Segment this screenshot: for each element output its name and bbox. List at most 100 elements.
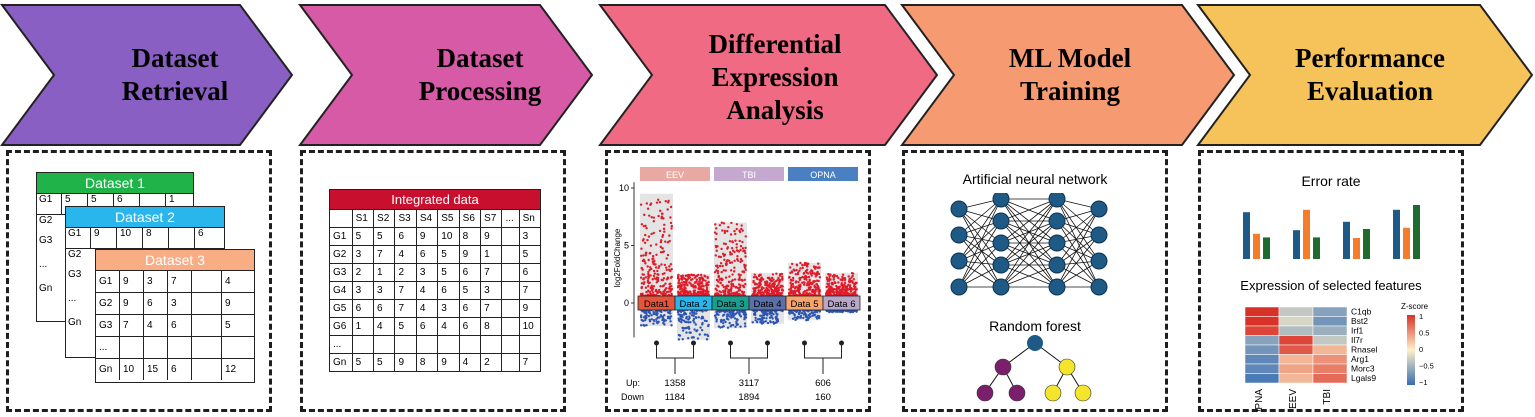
integrated-cell: S6 [458, 209, 482, 228]
dataset-label: Data 4 [754, 299, 782, 310]
error-bar [1403, 227, 1410, 259]
dataset3-header: Dataset 3 [96, 250, 254, 271]
nn-node [1048, 212, 1066, 230]
dataset1-cell: 6 [114, 194, 140, 214]
heatmap-cell [1312, 373, 1348, 384]
nn-node [992, 278, 1010, 296]
y-tick-label: 0 [624, 298, 629, 308]
heatmap-cell [1244, 316, 1280, 327]
dataset3-row-label: ... [96, 337, 120, 358]
integrated-cell: 5 [518, 245, 542, 264]
integrated-cell: G1 [329, 227, 353, 246]
integrated-cell [501, 245, 520, 264]
integrated-row: Gn 5 5 9 8 9 4 2 7 [329, 353, 542, 372]
integrated-cell: 2 [480, 353, 503, 372]
heatmap-cell [1244, 335, 1280, 346]
nn-node [992, 234, 1010, 252]
integrated-cell: 6 [415, 317, 439, 336]
comparison-bracket [656, 343, 694, 359]
dataset3-cell: 3 [144, 271, 168, 292]
integrated-cell [501, 353, 520, 372]
dataset3-cell: 4 [144, 315, 168, 336]
heatmap-cell [1312, 316, 1348, 327]
heatmap-cell [1244, 363, 1280, 374]
integrated-cell: 4 [373, 317, 396, 336]
integrated-cell [373, 335, 396, 354]
ann-title: Artificial neural network [962, 171, 1108, 187]
dataset3-row-label: Gn [96, 359, 120, 380]
gene-label: Morc3 [1351, 364, 1375, 374]
integrated-cell: 7 [373, 245, 396, 264]
gene-label: Rnasel [1351, 345, 1378, 355]
heatmap-cell [1244, 344, 1280, 355]
integrated-cell: 7 [394, 281, 417, 300]
rf-title: Random forest [989, 318, 1081, 334]
integrated-cell: 6 [458, 263, 482, 282]
dataset1-row-label: G2 [39, 215, 53, 226]
integrated-cell: 7 [518, 281, 542, 300]
heatmap-cell [1312, 306, 1348, 317]
integrated-cell: S7 [480, 209, 503, 228]
error-bar [1303, 209, 1310, 259]
integrated-cell [501, 263, 520, 282]
integrated-cell: 9 [480, 227, 503, 246]
dataset2-row-label: G3 [68, 269, 82, 280]
dataset-label: Data 3 [717, 299, 745, 310]
panel-performance-evaluation: Error rate Expression of selected featur… [1198, 150, 1464, 412]
dataset2-cell: 6 [198, 228, 204, 239]
up-count: 606 [815, 378, 831, 389]
up-label: Up: [626, 378, 640, 388]
nn-node [950, 278, 968, 296]
y-tick-label: 10 [619, 183, 629, 193]
dataset1-cell: 1 [169, 194, 175, 205]
dataset3-cell [192, 293, 222, 314]
group-label: OPNA [810, 170, 836, 180]
nn-node [1090, 200, 1108, 218]
error-rate-title: Error rate [1301, 173, 1361, 189]
dataset3-row: G2 9 6 3 9 [96, 293, 254, 315]
group-label: TBI [742, 170, 756, 180]
integrated-cell [394, 335, 417, 354]
neural-network-diagram [950, 193, 1108, 296]
nn-node [950, 252, 968, 270]
condition-label: OPNA [1254, 389, 1265, 411]
chevron-performance-evaluation [1196, 4, 1534, 146]
dataset3-cell [192, 337, 222, 358]
panel-dataset-processing: Integrated data S1 S2 S3 S4 S5 S6 S7... Sn G1 5 5 6… [300, 150, 566, 412]
integrated-cell [518, 335, 542, 354]
heatmap-cell [1278, 306, 1314, 317]
heatmap-cell [1244, 373, 1280, 384]
integrated-cell: 5 [351, 227, 375, 246]
dataset3-cell [192, 359, 222, 380]
chevron-dataset-retrieval [0, 4, 294, 146]
error-bar [1393, 209, 1400, 259]
up-count: 3117 [739, 378, 759, 389]
integrated-row: G5 6 6 7 4 3 6 7 9 [329, 299, 542, 318]
dataset1-row-label: Gn [39, 283, 53, 294]
integrated-cell: 6 [351, 299, 375, 318]
error-bar [1363, 229, 1370, 259]
dataset1-header: Dataset 1 [37, 173, 193, 194]
integrated-cell [458, 335, 482, 354]
dataset3-row: G3 7 4 6 5 [96, 315, 254, 337]
dataset2-row-label: G2 [68, 249, 82, 260]
dataset3-cell: 7 [120, 315, 144, 336]
dataset3-cell: 6 [168, 359, 192, 380]
error-rate-chart [1243, 205, 1420, 259]
nn-node [1090, 226, 1108, 244]
heatmap-cell [1312, 325, 1348, 336]
integrated-data-table: Integrated data S1 S2 S3 S4 S5 S6 S7... Sn G1 5 5 6… [329, 189, 542, 372]
integrated-cell: 8 [480, 317, 503, 336]
integrated-cell: 5 [373, 227, 396, 246]
integrated-row: G6 1 4 5 6 4 6 8 10 [329, 317, 542, 336]
tree-node [976, 384, 994, 402]
heatmap-cell [1312, 344, 1348, 355]
error-bar [1253, 233, 1260, 259]
legend-tick: 0.5 [1419, 329, 1429, 338]
integrated-data-header: Integrated data [329, 189, 541, 210]
heatmap-title: Expression of selected features [1240, 278, 1422, 293]
error-bar [1263, 237, 1270, 259]
dataset1-cell: 5 [88, 194, 114, 214]
tree-node [1058, 358, 1076, 376]
integrated-cell: 3 [480, 281, 503, 300]
